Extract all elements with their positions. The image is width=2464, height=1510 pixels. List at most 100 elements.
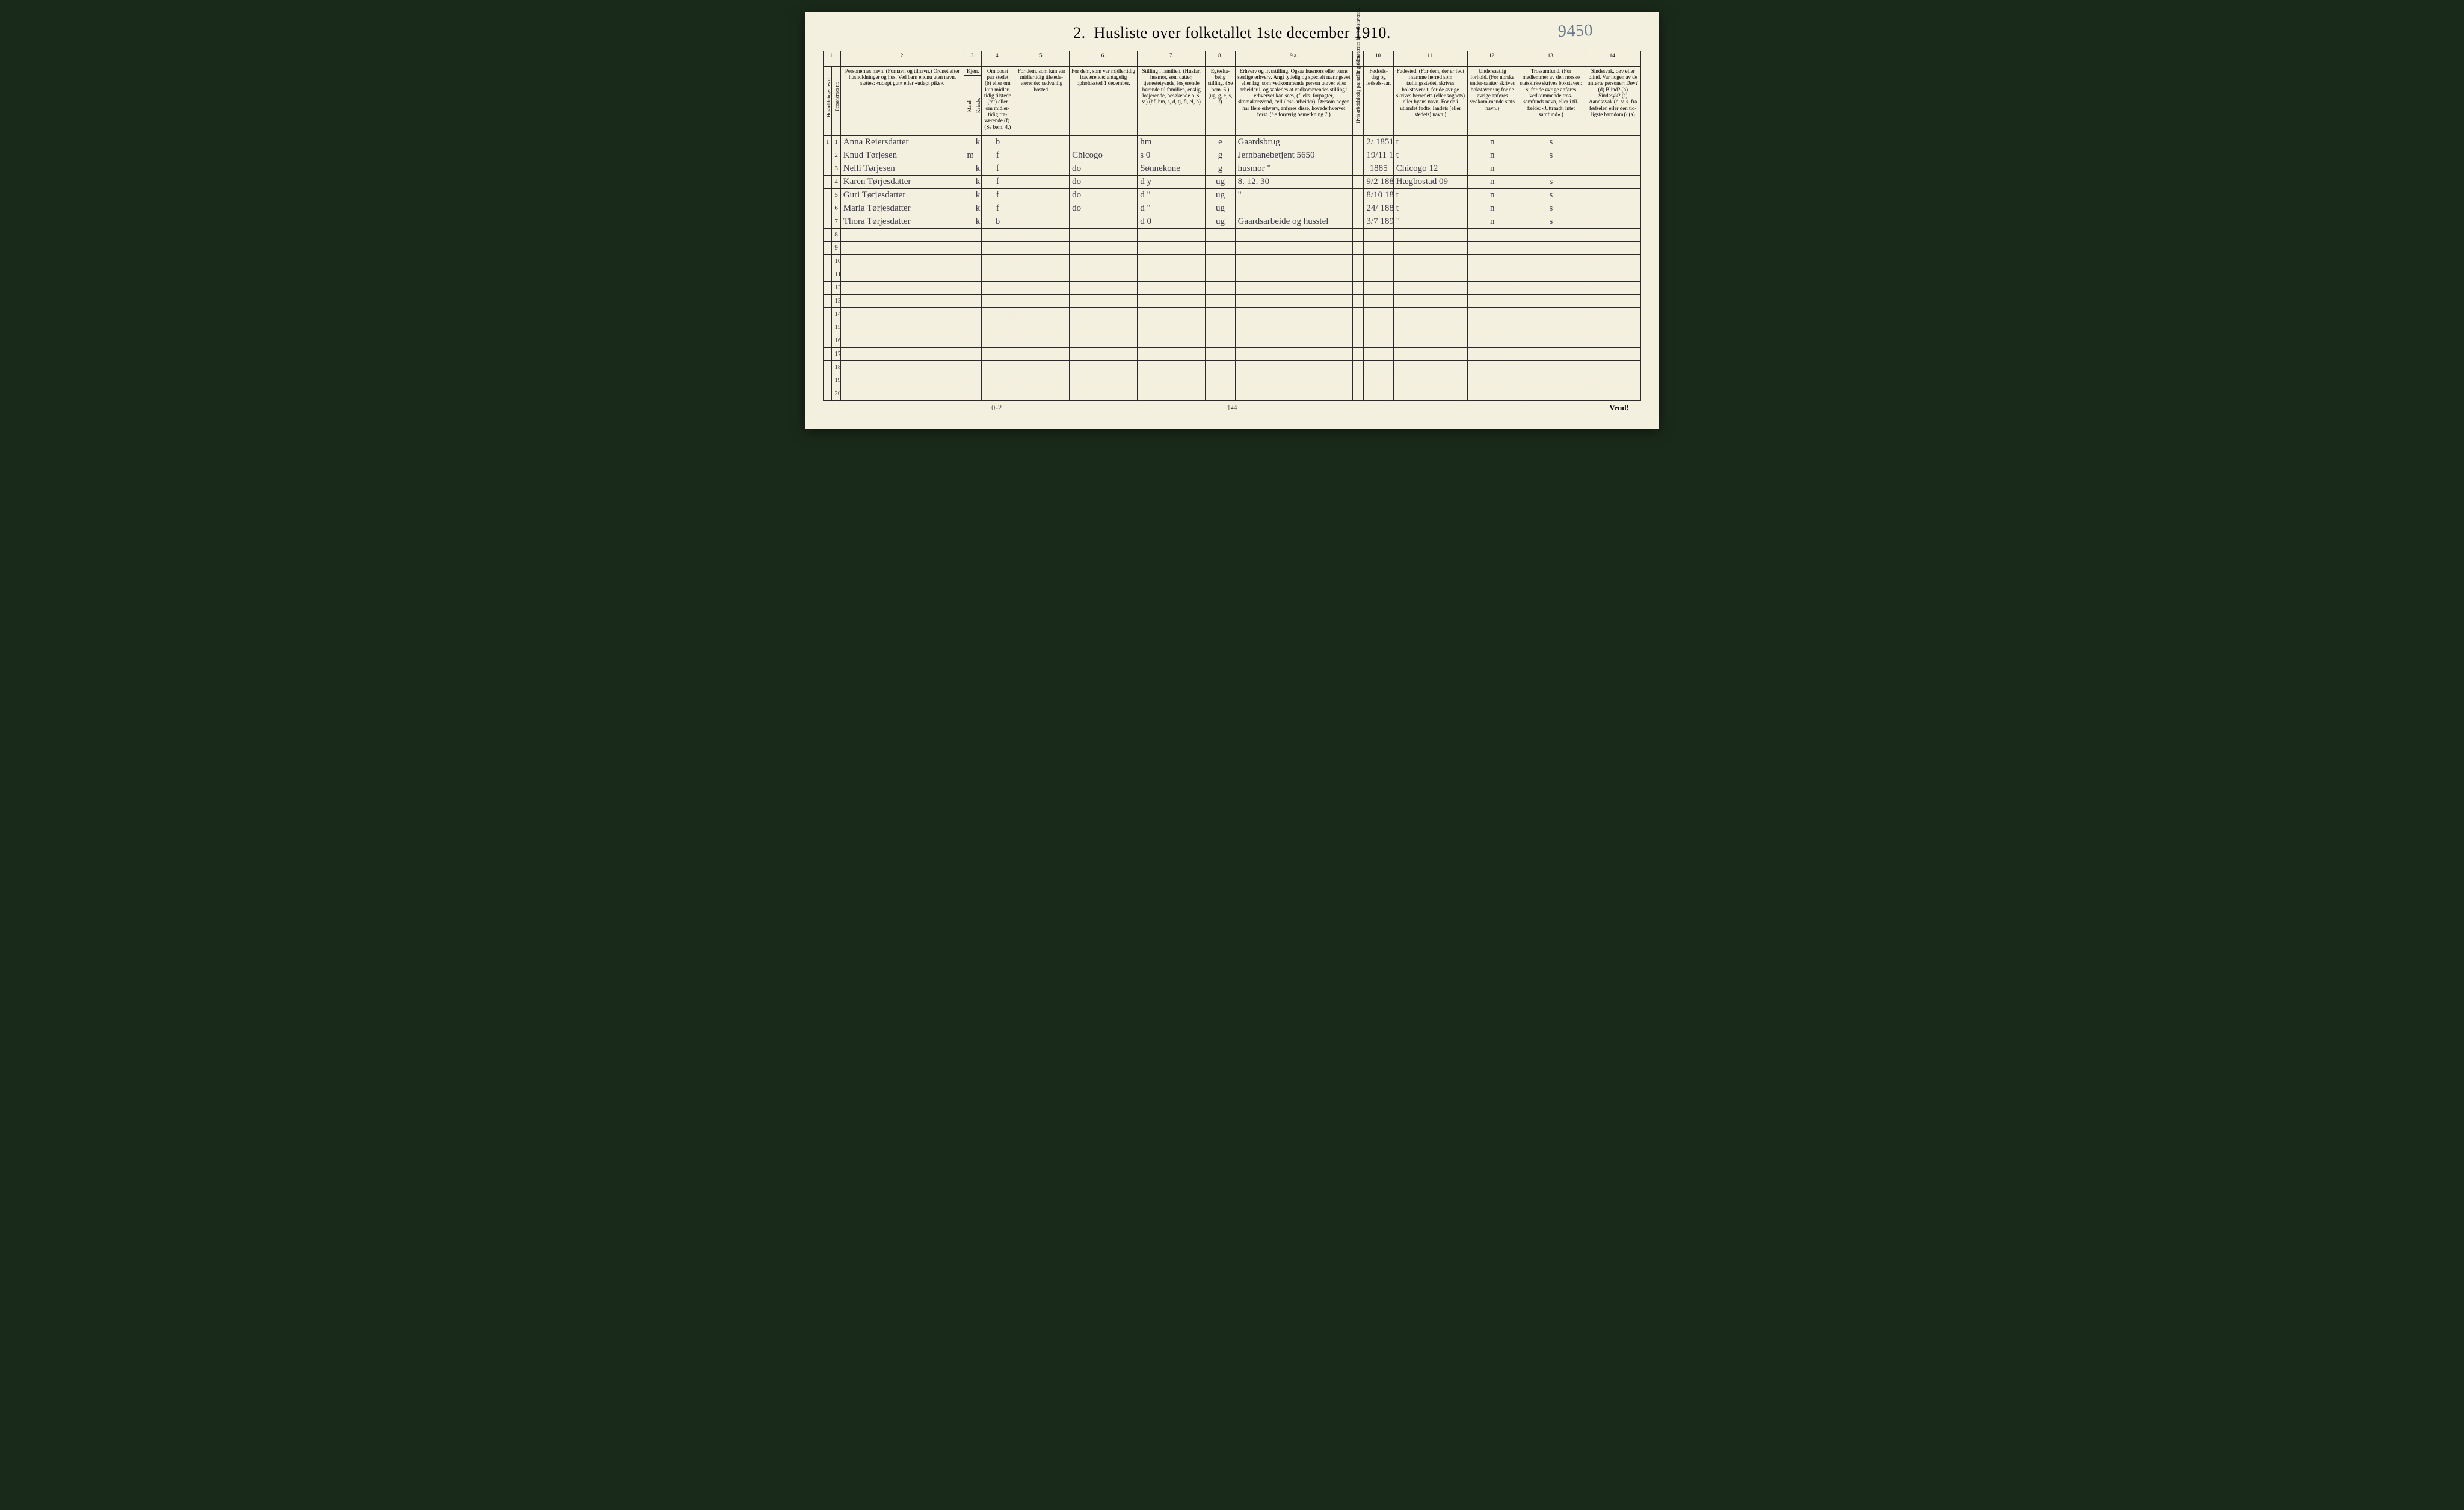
cell-temp-present [1014, 162, 1070, 176]
cell-female: k [973, 136, 981, 149]
colnum-6: 6. [1070, 51, 1138, 67]
cell-religion: s [1517, 215, 1585, 229]
cell-marital: g [1206, 149, 1235, 162]
hdr-female: Kvinde. [975, 77, 982, 134]
cell-female: k [973, 215, 981, 229]
cell-householdnr [824, 242, 832, 255]
cell-householdnr [824, 176, 832, 189]
cell-personnr: 4 [832, 176, 840, 189]
table-row: 9 [824, 242, 1641, 255]
hdr-householdnr: Husholdningernes nr. [825, 68, 832, 125]
cell-birthplace: " [1393, 215, 1467, 229]
cell-personnr: 5 [832, 189, 840, 202]
census-table: 1. 2. 3. 4. 5. 6. 7. 8. 9 a. 9 b. 10. 11… [823, 51, 1641, 401]
cell-householdnr [824, 189, 832, 202]
hdr-temp-absent: For dem, som var midlertidig fraværende:… [1070, 66, 1138, 135]
cell-householdnr [824, 374, 832, 387]
colnum-12: 12. [1468, 51, 1517, 67]
cell-marital: ug [1206, 202, 1235, 215]
cell-female: k [973, 189, 981, 202]
cell-personnr: 13 [832, 295, 840, 308]
table-row: 7Thora Tørjesdatterkbd 0ugGaardsarbeide … [824, 215, 1641, 229]
colnum-5: 5. [1014, 51, 1070, 67]
cell-nationality: n [1468, 162, 1517, 176]
cell-personnr: 8 [832, 229, 840, 242]
cell-householdnr [824, 255, 832, 268]
cell-disability [1585, 162, 1641, 176]
cell-unemployed [1352, 189, 1364, 202]
table-body: 11Anna ReiersdatterkbhmeGaardsbrug2/ 185… [824, 136, 1641, 401]
cell-male [964, 215, 973, 229]
cell-disability [1585, 176, 1641, 189]
cell-name: Karen Tørjesdatter [840, 176, 964, 189]
cell-religion [1517, 162, 1585, 176]
cell-name: Guri Tørjesdatter [840, 189, 964, 202]
colnum-11: 11. [1393, 51, 1467, 67]
table-row: 8 [824, 229, 1641, 242]
table-row: 15 [824, 321, 1641, 334]
hdr-birthplace: Fødested. (For dem, der er født i samme … [1393, 66, 1467, 135]
cell-unemployed [1352, 149, 1364, 162]
title-main: Husliste over folketallet 1ste december … [1094, 24, 1391, 42]
hdr-temp-present: For dem, som kun var midlertidig tilsted… [1014, 66, 1070, 135]
page-title-row: 2. Husliste over folketallet 1ste decemb… [823, 24, 1641, 42]
hdr-occupation: Erhverv og livsstilling. Ogsaa husmors e… [1235, 66, 1352, 135]
colnum-14: 14. [1585, 51, 1641, 67]
cell-householdnr [824, 308, 832, 321]
cell-householdnr [824, 149, 832, 162]
table-row: 2Knud TørjesenmfChicogos 0gJernbanebetje… [824, 149, 1641, 162]
cell-temp-absent: Chicogo [1070, 149, 1138, 162]
cell-occupation: " [1235, 189, 1352, 202]
cell-nationality: n [1468, 215, 1517, 229]
cell-householdnr [824, 361, 832, 374]
cell-religion: s [1517, 136, 1585, 149]
cell-temp-absent [1070, 136, 1138, 149]
table-row: 6Maria Tørjesdatterkfdod "ug24/ 1889tns [824, 202, 1641, 215]
cell-residence: b [982, 136, 1014, 149]
cell-personnr: 2 [832, 149, 840, 162]
cell-nationality: n [1468, 136, 1517, 149]
hdr-marital: Egteska-belig stilling. (Se bem. 6.) (ug… [1206, 66, 1235, 135]
cell-personnr: 20 [832, 387, 840, 401]
cell-birthdate: 9/2 1883 [1364, 176, 1393, 189]
cell-nationality: n [1468, 202, 1517, 215]
cell-personnr: 18 [832, 361, 840, 374]
table-row: 11Anna ReiersdatterkbhmeGaardsbrug2/ 185… [824, 136, 1641, 149]
table-row: 4Karen Tørjesdatterkfdod yug8. 12. 309/2… [824, 176, 1641, 189]
footer-note-left: 0-2 [823, 403, 1093, 413]
cell-birthplace: Hægbostad 09 [1393, 176, 1467, 189]
title-prefix: 2. [1073, 24, 1086, 42]
cell-occupation: 8. 12. 30 [1235, 176, 1352, 189]
table-row: 3Nelli TørjesenkfdoSønnekoneghusmor "188… [824, 162, 1641, 176]
cell-birthplace: t [1393, 149, 1467, 162]
cell-male [964, 176, 973, 189]
table-row: 5Guri Tørjesdatterkfdod "ug"8/10 1884tns [824, 189, 1641, 202]
cell-marital: ug [1206, 215, 1235, 229]
cell-male [964, 189, 973, 202]
cell-name: Nelli Tørjesen [840, 162, 964, 176]
colnum-1: 1. [824, 51, 841, 67]
cell-temp-present [1014, 176, 1070, 189]
cell-marital: ug [1206, 176, 1235, 189]
cell-female [973, 149, 981, 162]
cell-nationality: n [1468, 149, 1517, 162]
cell-personnr: 11 [832, 268, 840, 282]
cell-occupation: Gaardsbrug [1235, 136, 1352, 149]
cell-occupation [1235, 202, 1352, 215]
table-row: 16 [824, 334, 1641, 348]
cell-family-pos: d y [1138, 176, 1206, 189]
hdr-unemployed: Hvis arbeidsledig paa tællingstiden, sæt… [1355, 68, 1361, 125]
cell-residence: f [982, 149, 1014, 162]
cell-name: Anna Reiersdatter [840, 136, 964, 149]
cell-temp-absent: do [1070, 176, 1138, 189]
cell-birthdate: 8/10 1884 [1364, 189, 1393, 202]
census-page: 2. Husliste over folketallet 1ste decemb… [805, 12, 1659, 429]
cell-householdnr [824, 334, 832, 348]
cell-female: k [973, 202, 981, 215]
cell-residence: b [982, 215, 1014, 229]
hdr-birthdate: Fødsels-dag og fødsels-aar. [1364, 66, 1393, 135]
cell-name: Knud Tørjesen [840, 149, 964, 162]
colnum-4: 4. [982, 51, 1014, 67]
cell-personnr: 9 [832, 242, 840, 255]
cell-family-pos: s 0 [1138, 149, 1206, 162]
